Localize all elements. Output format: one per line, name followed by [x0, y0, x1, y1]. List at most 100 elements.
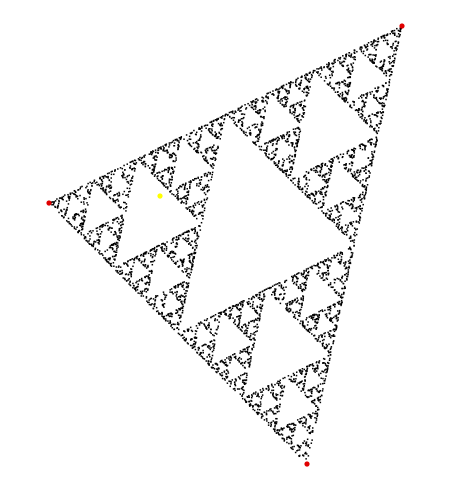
fractal-point	[293, 314, 296, 316]
fractal-point	[176, 297, 178, 299]
fractal-point	[202, 155, 204, 158]
fractal-point	[282, 286, 285, 289]
fractal-point	[119, 236, 121, 239]
fractal-point	[144, 163, 147, 165]
fractal-point	[58, 211, 60, 214]
fractal-point	[329, 215, 332, 218]
fractal-point	[316, 165, 319, 167]
fractal-point	[353, 198, 355, 201]
fractal-point	[287, 82, 290, 84]
fractal-point	[144, 154, 146, 156]
fractal-point	[290, 180, 293, 182]
fractal-point	[248, 404, 251, 406]
fractal-point	[286, 304, 288, 306]
fractal-point	[272, 410, 274, 413]
fractal-point	[341, 253, 344, 256]
fractal-point	[169, 291, 171, 293]
fractal-point	[314, 321, 316, 323]
fractal-point	[79, 224, 81, 227]
fractal-point	[316, 314, 318, 316]
fractal-point	[301, 368, 304, 370]
fractal-point	[262, 389, 265, 391]
fractal-point	[314, 412, 316, 415]
fractal-point	[380, 97, 383, 99]
fractal-point	[343, 164, 345, 166]
fractal-point	[316, 322, 319, 324]
fractal-point	[326, 266, 329, 268]
fractal-point	[140, 262, 143, 264]
fractal-point	[171, 313, 174, 315]
fractal-point	[339, 303, 342, 305]
fractal-point	[257, 392, 259, 395]
fractal-point	[181, 261, 183, 264]
fractal-point	[387, 69, 390, 72]
fractal-point	[211, 357, 213, 359]
fractal-point	[329, 335, 331, 337]
fractal-point	[260, 417, 263, 419]
fractal-point	[322, 279, 325, 282]
fractal-point	[318, 336, 320, 339]
fractal-point	[389, 57, 391, 60]
fractal-point	[73, 192, 75, 195]
fractal-point	[305, 95, 308, 97]
fractal-point	[361, 46, 363, 48]
fractal-point	[209, 340, 212, 343]
fractal-point	[314, 325, 316, 327]
fractal-point	[188, 135, 191, 138]
fractal-point	[286, 424, 289, 426]
fractal-point	[246, 301, 249, 304]
fractal-point	[116, 192, 119, 195]
fractal-point	[272, 139, 275, 141]
fractal-point	[359, 196, 361, 199]
fractal-point	[145, 283, 147, 286]
fractal-point	[178, 266, 180, 268]
fractal-point	[177, 332, 180, 335]
fractal-point	[137, 283, 140, 285]
fractal-point	[309, 395, 312, 397]
fractal-point	[277, 384, 280, 387]
fractal-point	[315, 413, 317, 415]
fractal-point	[328, 308, 331, 311]
fractal-point	[341, 98, 344, 100]
fractal-point	[359, 217, 361, 219]
fractal-point	[214, 119, 217, 121]
fractal-point	[112, 255, 114, 258]
fractal-point	[283, 105, 286, 108]
fractal-point	[184, 184, 186, 187]
fractal-point	[254, 141, 257, 143]
fractal-point	[347, 248, 350, 250]
fractal-point	[373, 94, 375, 97]
fractal-point	[303, 421, 306, 424]
fractal-point	[203, 207, 206, 209]
fractal-point	[114, 242, 116, 244]
fractal-point	[113, 219, 115, 222]
fractal-point	[333, 255, 336, 257]
fractal-point	[192, 260, 194, 262]
fractal-point	[303, 112, 306, 114]
fractal-point	[187, 238, 190, 240]
fractal-point	[155, 250, 158, 252]
fractal-point	[396, 45, 399, 47]
fractal-point	[219, 124, 221, 126]
fractal-point	[292, 177, 294, 180]
fractal-point	[277, 100, 280, 102]
fractal-point	[149, 153, 152, 155]
fractal-point	[137, 158, 140, 160]
fractal-point	[393, 61, 395, 64]
fractal-point	[363, 144, 366, 147]
fractal-point	[252, 100, 254, 103]
fractal-point	[290, 438, 293, 440]
fractal-point	[376, 124, 378, 126]
fractal-point	[122, 193, 124, 196]
fractal-point	[188, 272, 190, 275]
fractal-point	[104, 174, 106, 177]
fractal-point	[309, 266, 312, 269]
fractal-point	[177, 284, 179, 286]
fractal-point	[216, 364, 219, 366]
fractal-point	[133, 261, 135, 264]
fractal-point	[377, 90, 379, 92]
fractal-point	[208, 324, 210, 327]
fractal-point	[112, 247, 114, 250]
fractal-point	[239, 317, 241, 319]
fractal-point	[361, 110, 364, 113]
